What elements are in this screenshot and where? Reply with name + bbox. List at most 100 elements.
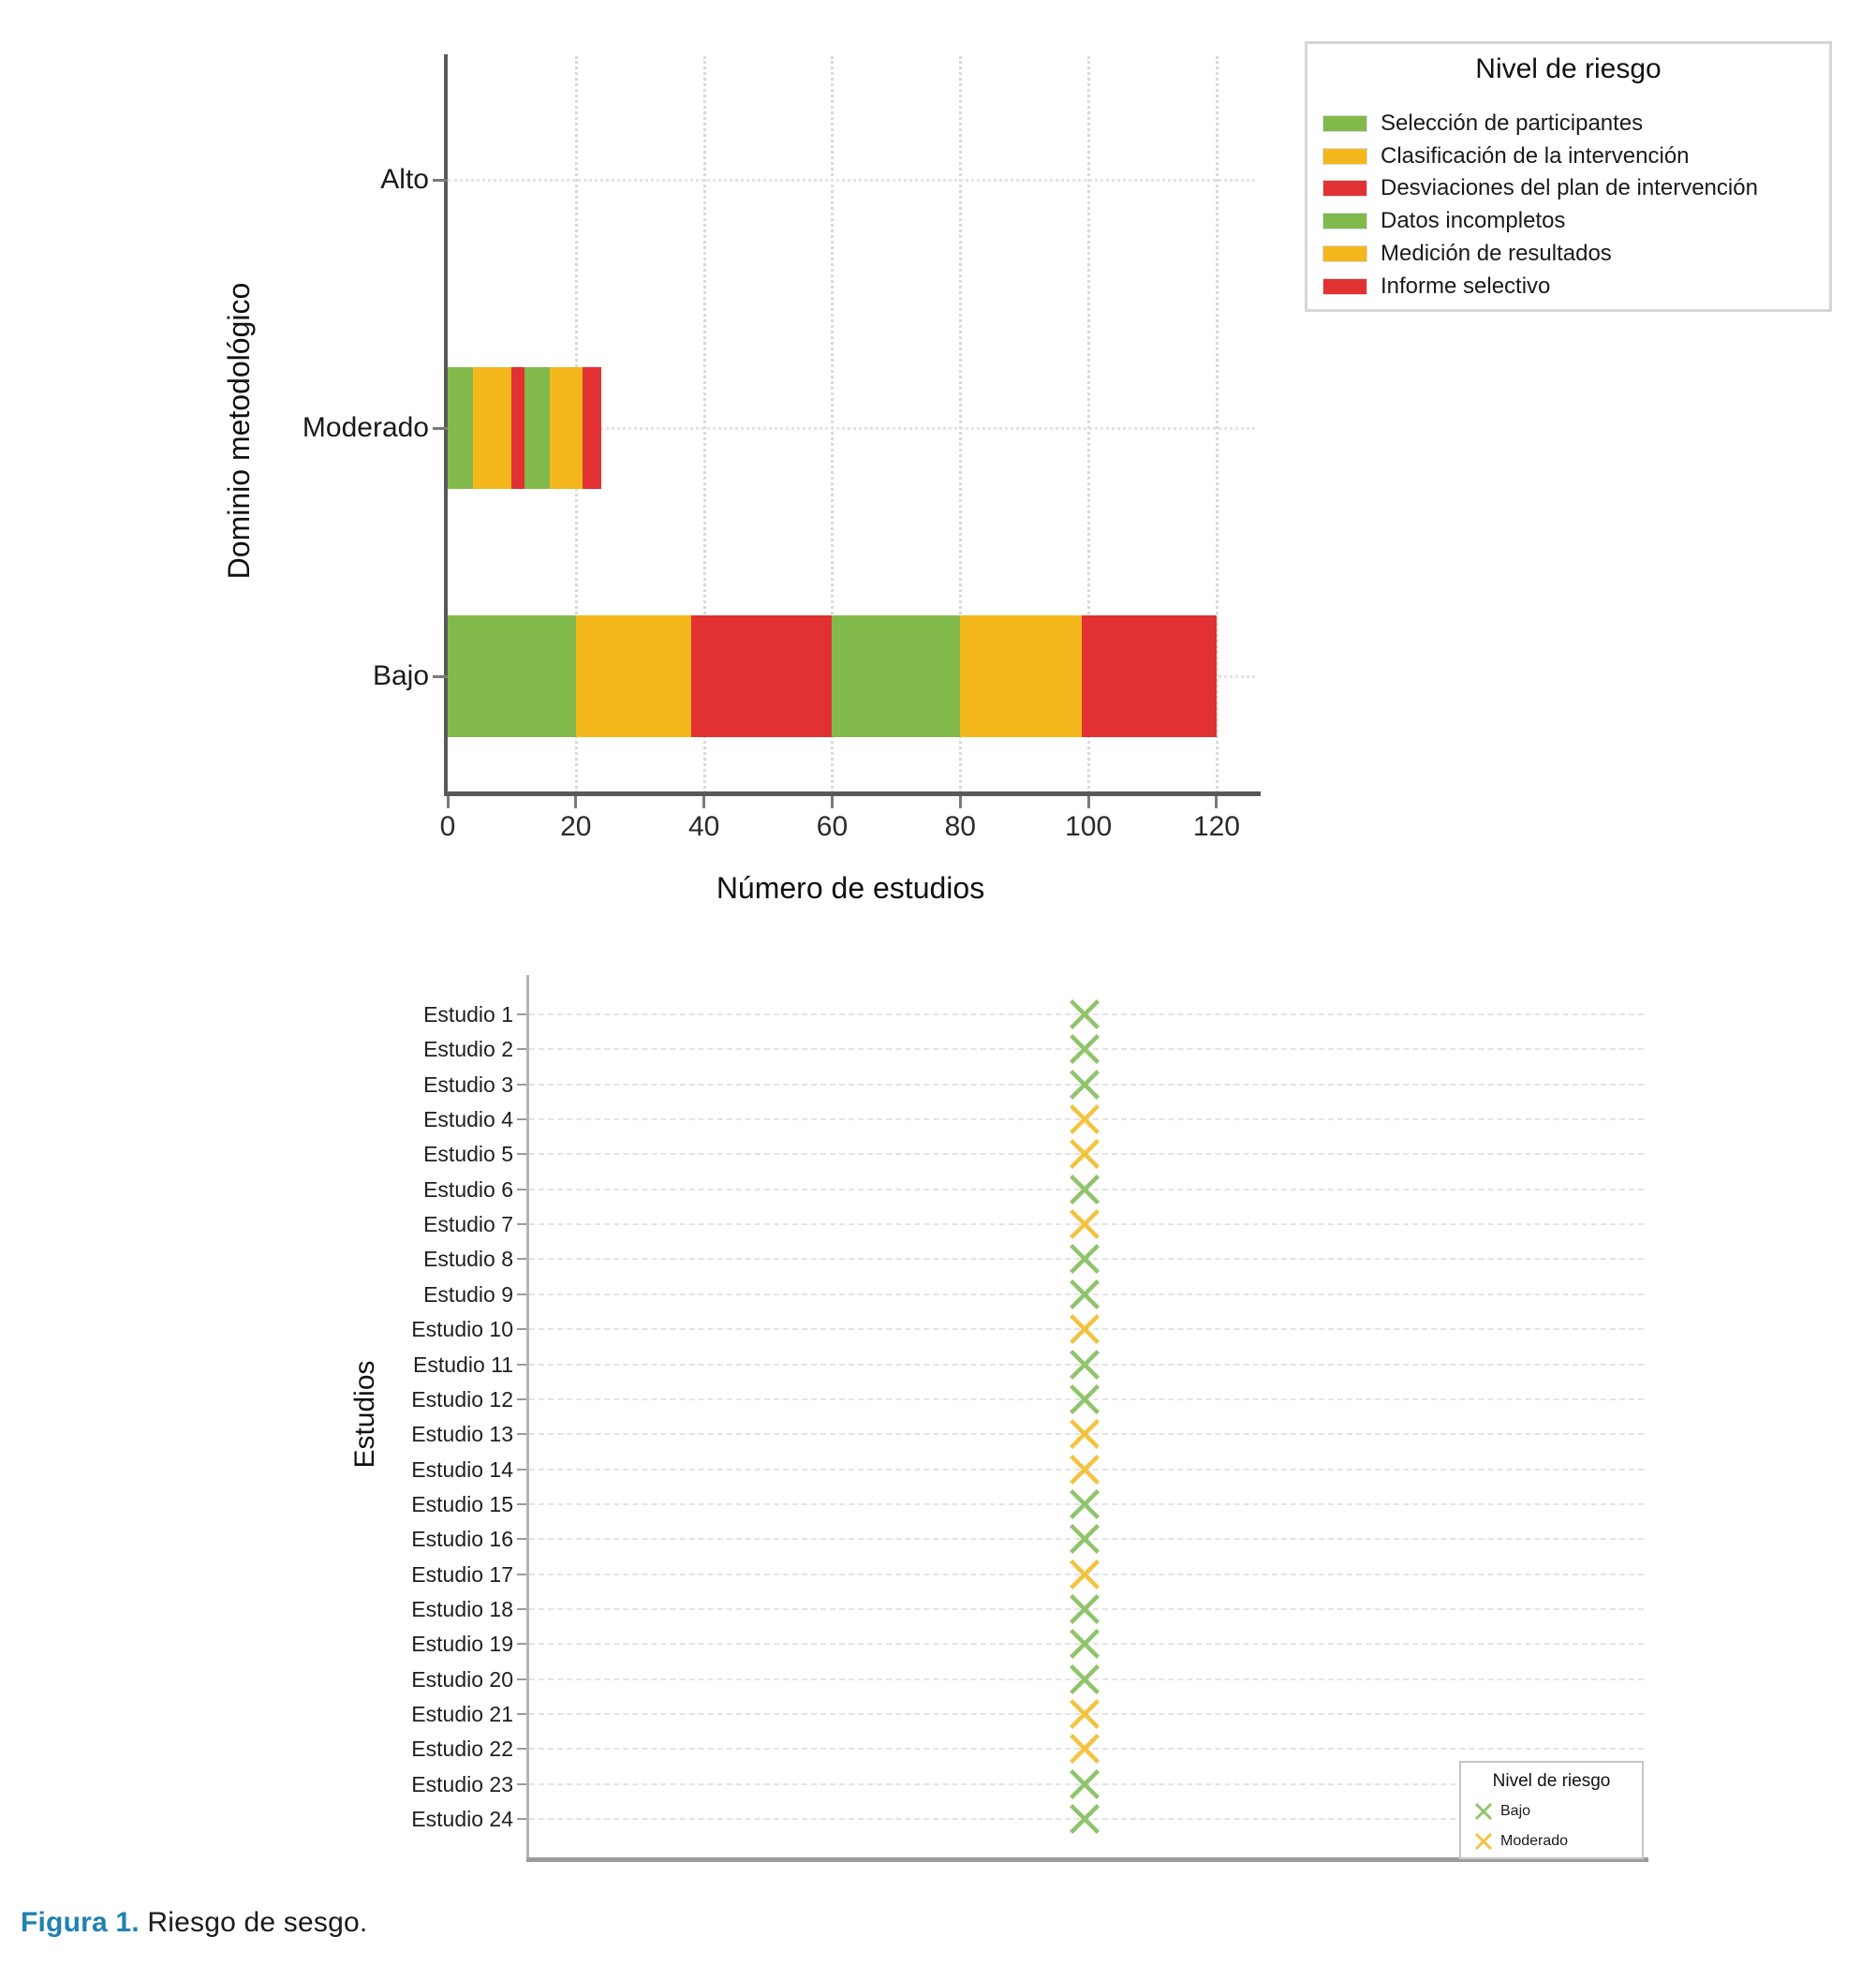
x-tick-100 [1086,796,1090,808]
study-label: Estudio 20 [411,1666,513,1692]
gridline-y-moderado [448,427,1255,430]
x-tick-label-0: 0 [439,811,456,842]
risk-marker-moderado [1070,1559,1100,1589]
legend-swatch [1322,244,1367,262]
bar-segment-moderado [550,367,583,489]
x-stroke [1070,1593,1100,1624]
x-tick-20 [574,796,578,808]
risk-marker-bajo [1070,1279,1100,1309]
bar-segment-moderado [511,367,525,489]
y-tick [517,1118,529,1121]
risk-marker-bajo [1070,1593,1100,1624]
y-tick [517,1223,529,1226]
legend-items: Bajo Moderado [1461,1763,1642,1857]
bar-segment-bajo [1082,615,1217,737]
y-tick [517,1678,529,1680]
x-stroke [1070,1174,1100,1205]
study-label: Estudio 21 [411,1702,513,1726]
risk-marker-bajo [1070,1174,1100,1205]
x-tick-label-120: 120 [1192,811,1240,842]
study-label: Estudio 9 [423,1281,513,1307]
legend-item-label: Selección de participantes [1381,111,1644,136]
bar-segment-moderado [524,367,551,489]
legend-swatch [1322,180,1367,198]
study-label: Estudio 2 [423,1037,513,1062]
risk-marker-bajo [1070,1488,1100,1519]
figure-caption-text: Riesgo de sesgo. [147,1907,368,1938]
x-stroke [1070,1629,1100,1660]
risk-marker-bajo [1070,1034,1100,1065]
study-label: Estudio 16 [411,1527,513,1552]
study-label: Estudio 3 [423,1072,513,1097]
study-label: Estudio 15 [411,1491,513,1516]
y-tick [517,1258,529,1261]
bar-segment-bajo [690,615,833,737]
y-tick-moderado [433,427,448,430]
x-stroke [1070,1804,1100,1835]
x-stroke [1070,1419,1100,1450]
y-tick [517,1538,529,1541]
legend-item-label: Moderado [1500,1833,1569,1849]
risk-marker-moderado [1070,1314,1100,1345]
study-label: Estudio 1 [423,1002,513,1027]
study-label: Estudio 18 [411,1596,513,1621]
study-label: Estudio 4 [423,1107,513,1132]
x-tick-120 [1215,796,1219,808]
x-tick-label-40: 40 [687,811,720,842]
x-tick-label-20: 20 [560,811,592,842]
study-label: Estudio 14 [411,1456,513,1482]
category-label-alto: Alto [380,164,429,195]
x-stroke [1070,1279,1100,1309]
risk-marker-bajo [1070,1383,1100,1414]
risk-marker-moderado [1070,1104,1100,1135]
y-tick [517,1748,529,1751]
risk-marker-bajo [1070,1524,1100,1555]
study-label: Estudio 11 [413,1352,513,1377]
x-stroke [1070,1104,1100,1135]
legend-marker-bajo [1474,1802,1493,1821]
x-stroke [1070,1314,1100,1345]
risk-marker-moderado [1070,1454,1100,1485]
legend-swatch [1322,213,1367,230]
bar-segment-bajo [960,615,1083,737]
x-tick-label-100: 100 [1065,811,1113,842]
x-stroke [1070,1488,1100,1519]
study-label: Estudio 8 [423,1247,513,1272]
gridline-x-80 [959,56,963,793]
x-tick-40 [702,796,706,808]
x-stroke [1474,1802,1493,1821]
risk-marker-moderado [1070,1419,1100,1450]
y-tick [517,1048,529,1051]
y-tick [517,1083,529,1086]
studies-scatter-chart: Estudio 1 Estudio 2 Estudio 3 Estudio 4 Estu… [0,937,1876,1901]
figure-caption-label: Figura 1. [21,1907,140,1938]
study-label: Estudio 10 [411,1317,513,1342]
x-tick-60 [830,796,834,808]
x-stroke [1070,1559,1100,1589]
gridline-x-60 [831,56,835,793]
x-stroke [1070,1069,1100,1100]
x-tick-0 [446,796,450,808]
legend-item-label: Bajo [1500,1803,1531,1819]
legend-swatch [1322,147,1367,165]
risk-marker-bajo [1070,999,1100,1029]
study-label: Estudio 13 [411,1422,513,1447]
study-label: Estudio 19 [411,1632,513,1657]
top-x-axis-title: Número de estudios [716,871,985,905]
risk-marker-moderado [1070,1209,1100,1240]
y-tick [517,1502,529,1505]
domains-bar-chart: Alto Moderado Bajo 0 20 40 60 80 100 120 [0,0,1876,937]
y-tick [517,1468,529,1471]
legend-swatch [1322,277,1367,295]
y-tick [517,1188,529,1190]
bar-segment-moderado [448,367,474,489]
top-y-axis-line [444,54,448,796]
risk-marker-moderado [1070,1699,1100,1729]
x-stroke [1070,1349,1100,1380]
legend-items: Selección de participantes Clasificación … [1307,44,1829,309]
y-tick [517,1818,529,1821]
legend-item-label: Medición de resultados [1381,240,1612,266]
risk-level-legend-domains: Nivel de riesgo Selección de participant… [1305,41,1832,312]
gridline-y-alto [448,179,1255,182]
x-stroke [1474,1832,1493,1851]
